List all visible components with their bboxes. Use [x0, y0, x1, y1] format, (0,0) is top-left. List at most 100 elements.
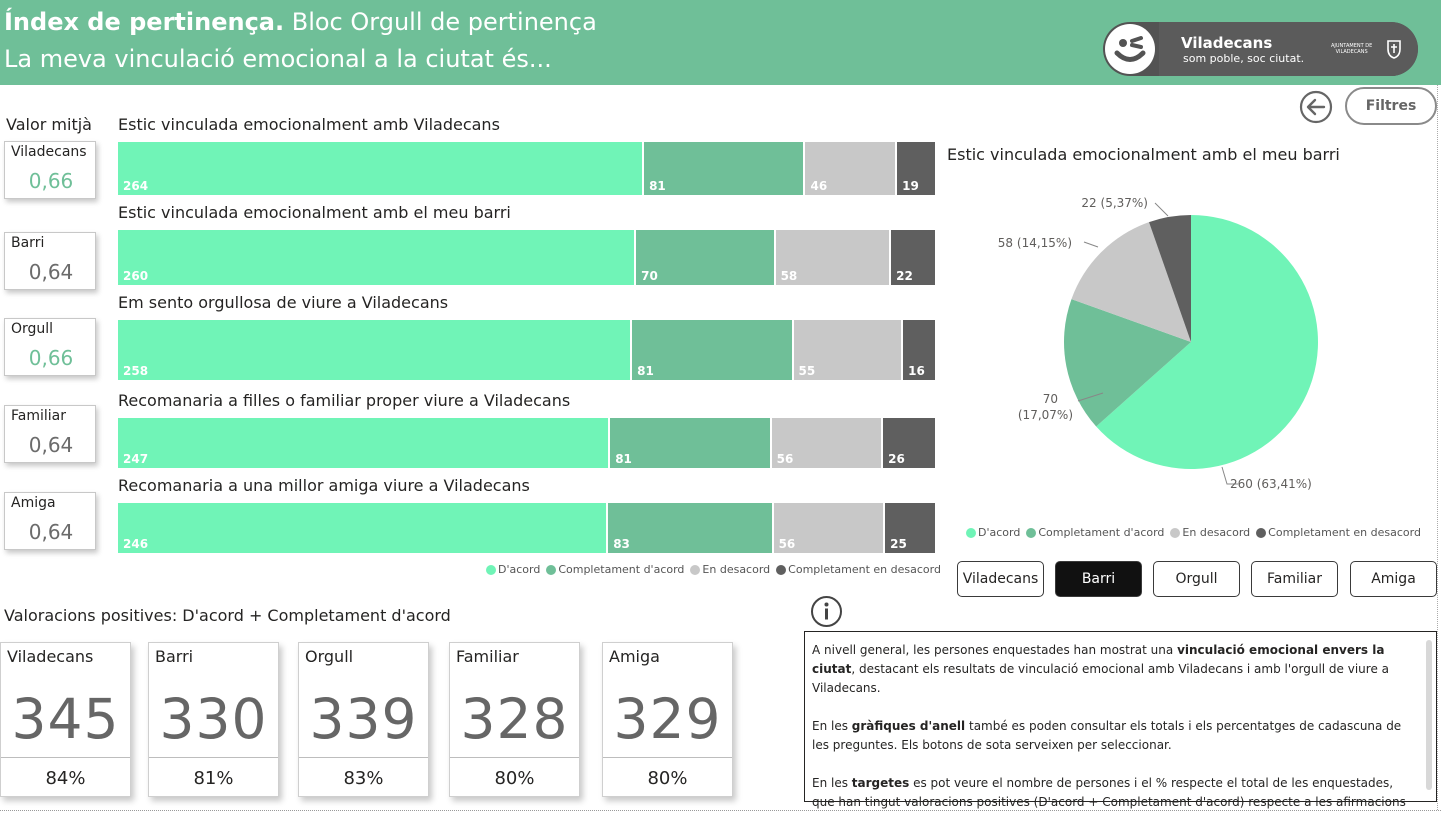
average-card-value: 0,64: [28, 433, 74, 457]
pie-data-label: 70: [1043, 392, 1058, 406]
pie-leader-line: [1154, 202, 1169, 217]
bar-segment[interactable]: 22: [891, 230, 935, 285]
bar-segment[interactable]: 81: [610, 418, 772, 468]
average-card-value: 0,64: [28, 260, 74, 284]
pie-chart-title: Estic vinculada emocionalment amb el meu…: [947, 145, 1340, 164]
bar-legend-item[interactable]: En desacord: [690, 563, 770, 576]
legend-dot-icon: [1170, 527, 1181, 538]
filters-button[interactable]: Filtres: [1345, 87, 1437, 125]
average-card-viladecans: Viladecans 0,66: [4, 141, 96, 199]
bar-segment[interactable]: 81: [632, 320, 794, 380]
average-card-familiar: Familiar 0,64: [4, 405, 96, 463]
bar-segment[interactable]: 246: [118, 503, 609, 553]
info-paragraph-3: En les targetes es pot veure el nombre d…: [812, 776, 1406, 809]
pie-data-label: (17,07%): [1018, 408, 1073, 422]
bar-row[interactable]: 260 70 58 22: [118, 230, 935, 285]
legend-dot-icon: [690, 564, 701, 575]
logo-tagline: som poble, soc ciutat.: [1183, 52, 1305, 65]
legend-dot-icon: [546, 564, 557, 575]
bar-segment[interactable]: 16: [903, 320, 935, 380]
page-title: Índex de pertinença. Bloc Orgull de pert…: [4, 8, 597, 36]
positive-card-familiar: Familiar 328 80%: [449, 642, 580, 797]
bar-data-label: 81: [637, 364, 654, 378]
positive-card-percent: 80%: [647, 768, 688, 789]
bar-data-label: 19: [902, 179, 919, 193]
average-card-label: Barri: [11, 235, 45, 251]
legend-dot-icon: [1256, 527, 1267, 538]
bar-segment[interactable]: 56: [771, 418, 884, 468]
bar-segment[interactable]: 58: [775, 230, 892, 285]
bar-segment[interactable]: 83: [608, 503, 774, 553]
positive-card-label: Barri: [155, 647, 194, 666]
positive-card-percent: 80%: [494, 768, 535, 789]
average-card-label: Viladecans: [11, 144, 87, 160]
bar-segment[interactable]: 56: [773, 503, 886, 553]
info-icon[interactable]: [810, 595, 843, 628]
bar-data-label: 70: [641, 269, 658, 283]
average-title: Valor mitjà: [6, 115, 92, 134]
info-paragraph-2: En les gràfiques d'anell també es poden …: [812, 719, 1402, 752]
bar-segment[interactable]: 55: [793, 320, 904, 380]
bar-category-label: Estic vinculada emocionalment amb el meu…: [118, 203, 511, 222]
bar-row[interactable]: 246 83 56 25: [118, 503, 935, 553]
selector-button-orgull[interactable]: Orgull: [1153, 561, 1240, 597]
average-card-amiga: Amiga 0,64: [4, 492, 96, 550]
bar-data-label: 246: [123, 537, 149, 551]
bar-segment[interactable]: 247: [118, 418, 611, 468]
positive-card-count: 328: [460, 687, 569, 751]
bar-segment[interactable]: 260: [118, 230, 637, 285]
bar-segment[interactable]: 46: [805, 142, 898, 195]
pie-legend-item[interactable]: Completament d'acord: [1026, 526, 1164, 539]
legend-label: Completament en desacord: [788, 563, 941, 576]
positive-card-orgull: Orgull 339 83%: [298, 642, 429, 797]
bar-segment[interactable]: 264: [118, 142, 645, 195]
info-textbox[interactable]: A nivell general, les persones enquestad…: [804, 631, 1437, 809]
legend-dot-icon: [1026, 527, 1037, 538]
pie-slice[interactable]: [1071, 222, 1191, 342]
bar-data-label: 26: [888, 452, 905, 466]
pie-slice[interactable]: [1096, 215, 1318, 469]
legend-label: D'acord: [978, 526, 1021, 539]
pie-legend-item[interactable]: D'acord: [966, 526, 1020, 539]
bar-category-label: Recomanaria a una millor amiga viure a V…: [118, 476, 530, 495]
bar-row[interactable]: 247 81 56 26: [118, 418, 935, 468]
logo-name: Viladecans: [1181, 34, 1273, 52]
positive-card-label: Orgull: [305, 647, 354, 666]
bar-segment[interactable]: 258: [118, 320, 633, 380]
average-card-orgull: Orgull 0,66: [4, 318, 96, 376]
bar-category-label: Estic vinculada emocionalment amb Vilade…: [118, 115, 500, 134]
bar-segment[interactable]: 81: [644, 142, 806, 195]
bar-legend-item[interactable]: D'acord: [486, 563, 540, 576]
positive-card-percent: 84%: [45, 768, 86, 789]
bar-chart-legend: D'acord Completament d'acord En desacord Co…: [486, 563, 941, 576]
selector-button-amiga[interactable]: Amiga: [1350, 561, 1437, 597]
bar-row[interactable]: 258 81 55 16: [118, 320, 935, 380]
pie-slice[interactable]: [1064, 299, 1191, 427]
bar-segment[interactable]: 70: [636, 230, 776, 285]
selector-button-barri[interactable]: Barri: [1055, 561, 1142, 597]
legend-label: Completament en desacord: [1268, 526, 1421, 539]
bar-segment[interactable]: 26: [883, 418, 935, 468]
bar-segment[interactable]: 25: [885, 503, 935, 553]
bar-row[interactable]: 264 81 46 19: [118, 142, 935, 195]
bar-data-label: 22: [896, 269, 913, 283]
bar-legend-item[interactable]: Completament en desacord: [776, 563, 941, 576]
selector-button-familiar[interactable]: Familiar: [1251, 561, 1338, 597]
positive-card-count: 345: [11, 687, 120, 751]
pie-chart-legend: D'acord Completament d'acord En desacord Co…: [966, 526, 1421, 539]
back-arrow-icon[interactable]: [1299, 90, 1333, 124]
pie-legend-item[interactable]: En desacord: [1170, 526, 1250, 539]
positive-card-count: 330: [159, 687, 268, 751]
bar-legend-item[interactable]: Completament d'acord: [546, 563, 684, 576]
card-divider: [603, 757, 732, 758]
bar-data-label: 260: [123, 269, 149, 283]
pie-leader-line: [1221, 466, 1238, 485]
pie-data-label: 58 (14,15%): [998, 236, 1072, 250]
bar-segment[interactable]: 19: [897, 142, 935, 195]
pie-slice[interactable]: [1148, 215, 1191, 342]
selector-button-viladecans[interactable]: Viladecans: [957, 561, 1044, 597]
info-scrollbar[interactable]: [1426, 640, 1432, 790]
pie-legend-item[interactable]: Completament en desacord: [1256, 526, 1421, 539]
bar-data-label: 56: [778, 537, 796, 551]
average-card-label: Amiga: [11, 495, 56, 511]
